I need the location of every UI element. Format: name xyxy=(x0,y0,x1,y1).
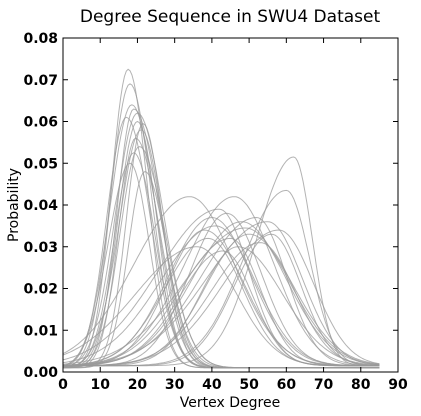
x-tick-label: 30 xyxy=(165,377,185,393)
x-axis-label: Vertex Degree xyxy=(180,395,280,411)
tick-layer xyxy=(62,37,399,373)
y-axis-label: Probability xyxy=(6,168,22,242)
x-tick-label: 0 xyxy=(58,377,68,393)
series-line-high-degree xyxy=(62,237,380,367)
chart-title: Degree Sequence in SWU4 Dataset xyxy=(80,7,381,27)
x-tick-label: 40 xyxy=(202,377,222,393)
x-tick-label: 10 xyxy=(90,377,110,393)
plot-frame xyxy=(62,37,399,373)
curve-layer xyxy=(62,68,380,369)
x-tick-label: 50 xyxy=(239,377,259,393)
y-tick-label: 0.00 xyxy=(23,365,58,381)
series-line-high-degree xyxy=(63,196,380,366)
x-tick-label: 20 xyxy=(128,377,148,393)
series-line-low-degree xyxy=(62,104,380,369)
y-tick-labels: 0.00 0.01 0.02 0.03 0.04 0.05 0.06 0.07 0.08 xyxy=(23,31,58,381)
series-line-high-degree xyxy=(63,246,380,367)
y-tick-label: 0.04 xyxy=(23,198,58,214)
y-tick-label: 0.02 xyxy=(23,282,58,298)
x-tick-labels: 0 10 20 30 40 50 60 70 80 90 xyxy=(58,377,408,393)
series-line-high-degree xyxy=(63,242,380,367)
series-line-high-degree xyxy=(62,225,380,367)
y-tick-label: 0.07 xyxy=(23,73,58,89)
series-line-low-degree xyxy=(62,83,380,369)
y-tick-label: 0.06 xyxy=(23,115,58,131)
series-line-high-degree xyxy=(63,233,380,367)
x-tick-label: 80 xyxy=(351,377,371,393)
series-line-high-degree xyxy=(63,233,380,367)
x-tick-label: 60 xyxy=(277,377,297,393)
y-tick-label: 0.03 xyxy=(23,240,58,256)
series-line-low-degree xyxy=(62,152,380,369)
y-tick-label: 0.05 xyxy=(23,156,58,172)
y-tick-label: 0.01 xyxy=(23,323,58,339)
y-tick-label: 0.08 xyxy=(23,31,58,47)
series-line-high-degree xyxy=(62,227,380,365)
x-tick-label: 90 xyxy=(388,377,408,393)
x-tick-label: 70 xyxy=(314,377,334,393)
